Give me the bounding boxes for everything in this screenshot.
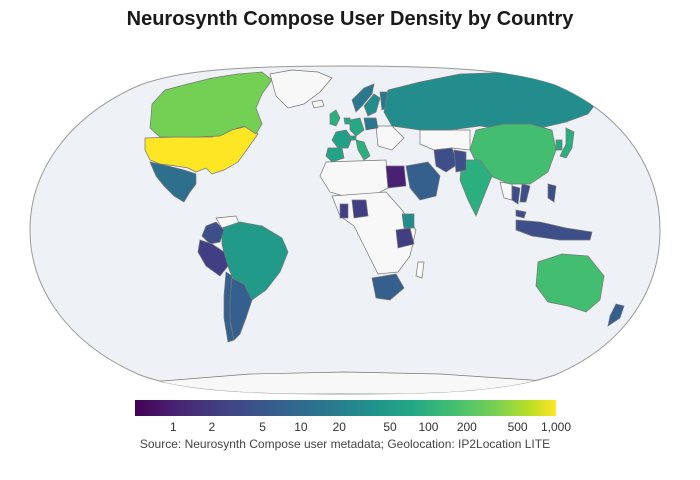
country-switzerland[interactable]: Switzerland	[347, 135, 357, 141]
country-greenland[interactable]: Greenland	[269, 69, 333, 109]
colorbar-tick-label: 200	[456, 420, 477, 434]
country-pakistan[interactable]: Pakistan	[453, 149, 467, 173]
country-peru[interactable]: Peru	[197, 239, 229, 277]
colorbar-tick-label: 1,000	[540, 420, 572, 434]
colorbar	[135, 400, 556, 416]
country-ghana[interactable]: Ghana	[339, 203, 349, 219]
colorbar-tick-label: 100	[418, 420, 439, 434]
country-mexico[interactable]: Mexico	[149, 161, 197, 203]
country-spain[interactable]: Spain	[325, 147, 345, 163]
country-japan[interactable]: Japan	[559, 127, 575, 159]
colorbar-tick-label: 1	[170, 420, 177, 434]
country-germany[interactable]: Germany	[349, 117, 365, 137]
country-nigeria[interactable]: Nigeria	[351, 199, 369, 219]
country-france[interactable]: France	[331, 129, 353, 149]
country-new-zealand[interactable]: New Zealand	[607, 303, 625, 327]
country-russia[interactable]: Russia	[383, 71, 601, 131]
country-iran[interactable]: Iran	[433, 147, 459, 173]
land-central-africa	[331, 191, 417, 275]
country-italy[interactable]: Italy	[355, 139, 371, 161]
land-central-asia	[419, 129, 471, 151]
colorbar-gradient	[135, 400, 556, 416]
country-vietnam[interactable]: Vietnam	[519, 183, 531, 203]
country-south-africa[interactable]: South Africa	[371, 273, 405, 301]
country-chile[interactable]: Chile	[223, 271, 235, 343]
country-indonesia[interactable]: Indonesia	[515, 219, 593, 241]
country-canada[interactable]: Canada	[149, 71, 273, 138]
country-saudi-arabia[interactable]: Saudi Arabia	[405, 161, 441, 201]
country-malaysia[interactable]: Malaysia	[515, 209, 527, 219]
country-philippines[interactable]: Philippines	[547, 183, 557, 203]
colorbar-tick-label: 10	[294, 420, 308, 434]
country-colombia[interactable]: Colombia	[201, 221, 225, 245]
country-united-kingdom[interactable]: United Kingdom	[329, 109, 341, 127]
country-tanzania[interactable]: Tanzania	[395, 227, 415, 249]
country-netherlands[interactable]: Netherlands	[343, 117, 351, 125]
land-iceland	[311, 99, 325, 109]
country-egypt[interactable]: Egypt	[385, 165, 407, 189]
map-title: Neurosynth Compose User Density by Count…	[126, 8, 574, 30]
country-kenya[interactable]: Kenya	[401, 213, 415, 229]
country-south-korea[interactable]: South Korea	[555, 139, 563, 151]
country-antarctica[interactable]: Antarctica	[119, 371, 601, 394]
land-madagascar	[415, 261, 425, 279]
colorbar-tick-label: 50	[383, 420, 397, 434]
colorbar-tick-label: 500	[507, 420, 528, 434]
colorbar-tick-label: 5	[259, 420, 266, 434]
source-caption: Source: Neurosynth Compose user metadata…	[139, 437, 551, 451]
colorbar-tick-label: 20	[332, 420, 346, 434]
country-norway[interactable]: Norway	[351, 83, 375, 113]
land-europe-east	[375, 125, 405, 151]
country-sweden[interactable]: Sweden	[363, 93, 381, 117]
colorbar-tick-label: 2	[208, 420, 216, 434]
country-india[interactable]: India	[459, 159, 493, 217]
country-thailand[interactable]: Thailand	[511, 185, 521, 205]
country-poland[interactable]: Poland	[363, 117, 379, 131]
country-australia[interactable]: Australia	[535, 253, 605, 313]
